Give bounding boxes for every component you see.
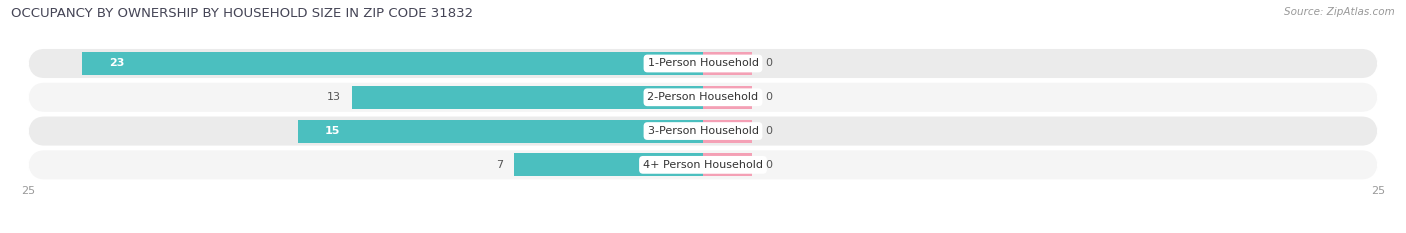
FancyBboxPatch shape	[28, 83, 1378, 112]
Text: 0: 0	[765, 160, 772, 170]
Text: 0: 0	[765, 92, 772, 102]
Text: 15: 15	[325, 126, 340, 136]
Text: 13: 13	[328, 92, 342, 102]
Bar	[82, 52, 703, 75]
Bar	[703, 153, 752, 176]
Text: 3-Person Household: 3-Person Household	[648, 126, 758, 136]
Bar	[352, 86, 703, 109]
Bar	[703, 52, 752, 75]
Text: 23: 23	[110, 58, 125, 69]
Text: 1-Person Household: 1-Person Household	[648, 58, 758, 69]
Bar	[298, 120, 703, 143]
FancyBboxPatch shape	[28, 150, 1378, 179]
FancyBboxPatch shape	[28, 49, 1378, 78]
FancyBboxPatch shape	[28, 116, 1378, 146]
Text: 0: 0	[765, 58, 772, 69]
Bar	[703, 86, 752, 109]
Bar	[515, 153, 703, 176]
Legend: Owner-occupied, Renter-occupied: Owner-occupied, Renter-occupied	[586, 232, 820, 233]
Text: 7: 7	[496, 160, 503, 170]
Text: Source: ZipAtlas.com: Source: ZipAtlas.com	[1284, 7, 1395, 17]
Text: 4+ Person Household: 4+ Person Household	[643, 160, 763, 170]
Text: 2-Person Household: 2-Person Household	[647, 92, 759, 102]
Text: 0: 0	[765, 126, 772, 136]
Text: OCCUPANCY BY OWNERSHIP BY HOUSEHOLD SIZE IN ZIP CODE 31832: OCCUPANCY BY OWNERSHIP BY HOUSEHOLD SIZE…	[11, 7, 474, 20]
Bar	[703, 120, 752, 143]
